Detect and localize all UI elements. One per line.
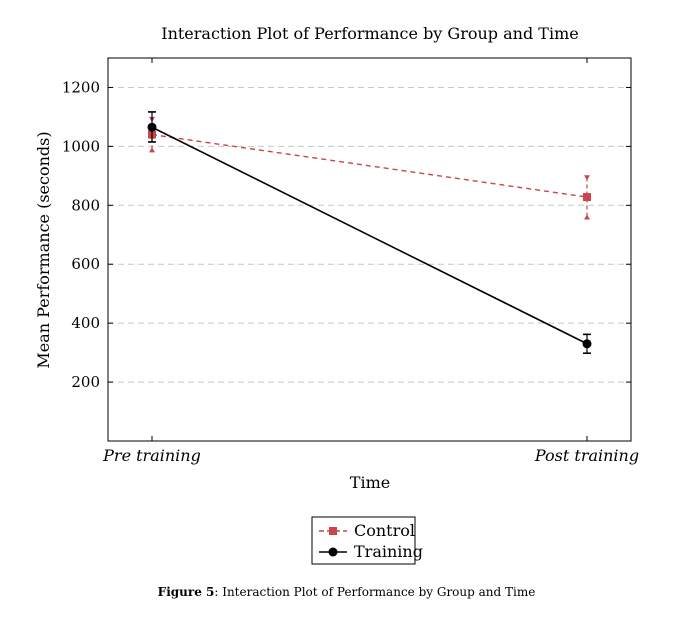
y-tick-label: 400 — [71, 314, 100, 332]
legend-box — [311, 516, 416, 565]
x-tick-label: Pre training — [102, 446, 201, 465]
interaction-chart: 200 400 600 800 1000 1200 Pre training Post tr… — [34, 24, 639, 565]
legend-swatch-marker — [329, 527, 337, 535]
y-tick-label: 800 — [71, 196, 100, 214]
legend-label: Training — [354, 542, 423, 561]
data-point-square — [583, 193, 591, 202]
x-axis-ticks: Pre training Post training — [102, 58, 639, 465]
data-point-circle — [147, 122, 157, 132]
series-line-training — [151, 126, 588, 345]
y-tick-label: 1200 — [62, 78, 100, 96]
y-axis-ticks: 200 400 600 800 1000 1200 — [62, 78, 631, 391]
y-tick-label: 200 — [71, 373, 100, 391]
error-cap-bottom — [149, 147, 155, 153]
caption-label: Figure 5 — [157, 585, 215, 599]
legend-entry-training: Training — [319, 542, 423, 561]
series-control — [148, 116, 591, 220]
error-cap-top — [584, 175, 590, 181]
plot-area — [107, 57, 632, 442]
chart-title: Interaction Plot of Performance by Group… — [161, 24, 578, 43]
data-point-circle — [582, 339, 592, 349]
y-tick-label: 1000 — [62, 137, 100, 155]
y-axis-label: Mean Performance (seconds) — [34, 131, 53, 368]
legend: Control Training — [311, 516, 423, 565]
x-axis-label: Time — [350, 473, 390, 492]
caption-text: : Interaction Plot of Performance by Gro… — [214, 585, 536, 599]
series-line-control — [151, 133, 588, 198]
legend-label: Control — [354, 521, 415, 540]
legend-swatch-marker — [328, 547, 338, 557]
figure-caption: Figure 5: Interaction Plot of Performanc… — [0, 585, 693, 599]
error-cap-bottom — [584, 214, 590, 220]
legend-entry-control: Control — [319, 521, 415, 540]
y-tick-label: 600 — [71, 255, 100, 273]
series-training — [147, 111, 592, 355]
x-tick-label: Post training — [534, 446, 639, 465]
series-layer — [147, 111, 592, 355]
